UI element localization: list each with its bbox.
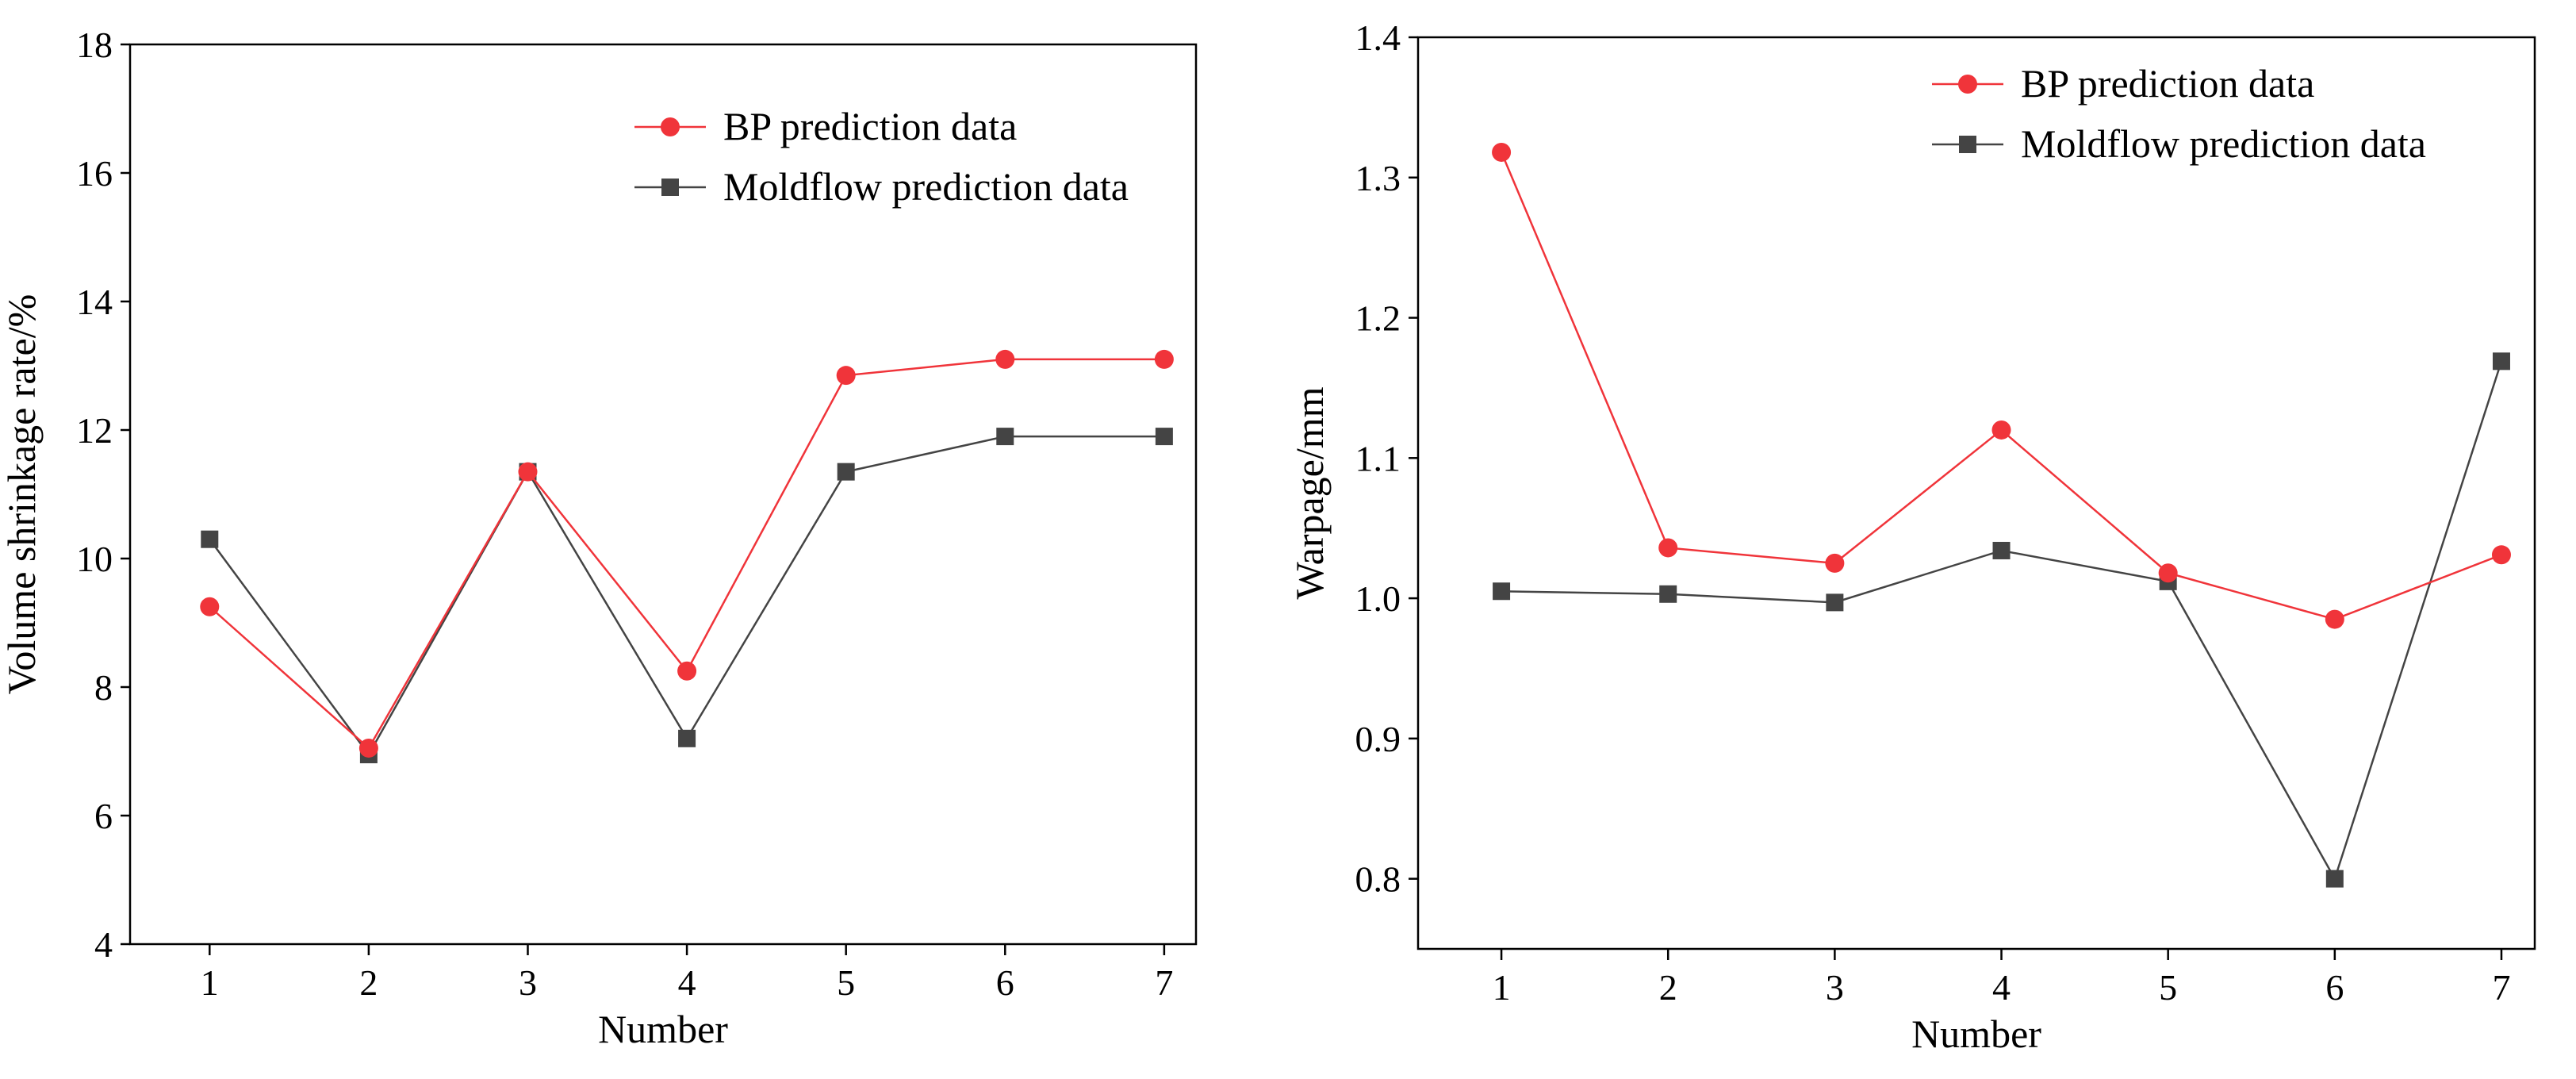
- data-point: [518, 462, 538, 482]
- data-point: [358, 738, 378, 758]
- y-tick-label: 1.3: [1355, 158, 1401, 198]
- legend-marker: [1958, 75, 1977, 94]
- data-point: [2325, 609, 2344, 629]
- y-tick-label: 1.4: [1355, 17, 1401, 58]
- plot-frame: [1416, 36, 2536, 950]
- x-tick-label: 3: [1826, 967, 1844, 1008]
- x-tick-label: 5: [837, 962, 855, 1003]
- y-tick-label: 1.2: [1355, 298, 1401, 339]
- legend-label: Moldflow prediction data: [723, 164, 1129, 209]
- data-point: [1154, 349, 1174, 369]
- y-tick-label: 0.9: [1355, 719, 1401, 759]
- data-point: [837, 463, 855, 481]
- x-tick-label: 2: [1659, 967, 1677, 1008]
- y-axis-title: Warpage/mm: [1287, 386, 1332, 599]
- legend-label: BP prediction data: [2021, 61, 2314, 106]
- series-line: [209, 358, 1164, 750]
- x-tick-label: 2: [359, 962, 378, 1003]
- data-point: [1155, 428, 1173, 446]
- series-line: [209, 435, 1164, 757]
- data-point: [1492, 142, 1512, 162]
- data-point: [2325, 870, 2344, 888]
- y-tick-label: 1.0: [1355, 578, 1401, 619]
- legend-label: BP prediction data: [723, 104, 1017, 148]
- data-point: [2158, 563, 2178, 583]
- y-tick-label: 16: [76, 153, 113, 194]
- y-tick-label: 1.1: [1355, 438, 1401, 478]
- plot-frame: [128, 43, 1198, 946]
- x-axis-title: Number: [1911, 1012, 2041, 1056]
- legend-marker: [661, 179, 679, 196]
- legend-marker: [1959, 136, 1976, 153]
- data-point: [677, 661, 697, 681]
- y-tick-label: 12: [76, 410, 113, 451]
- data-point: [995, 349, 1015, 369]
- legend-label: Moldflow prediction data: [2021, 121, 2426, 166]
- data-point: [1658, 538, 1678, 558]
- data-point: [1825, 553, 1845, 573]
- data-point: [678, 729, 696, 747]
- chart-2: 0.8 0.9 1.0 1.1 1.2 1.3 1.4 1 2 3 4 5 6 7 Number Warpag…: [1287, 17, 2536, 1056]
- y-tick-label: 10: [76, 539, 113, 579]
- y-tick-label: 14: [76, 282, 113, 322]
- data-point: [200, 597, 220, 616]
- x-tick-label: 1: [201, 962, 219, 1003]
- data-point: [836, 366, 856, 386]
- data-point: [996, 428, 1014, 446]
- data-point: [201, 530, 219, 548]
- x-tick-label: 6: [996, 962, 1014, 1003]
- y-tick-label: 18: [76, 25, 113, 65]
- legend-marker: [661, 117, 680, 136]
- y-tick-label: 6: [94, 796, 113, 836]
- data-point: [2492, 352, 2510, 371]
- data-point: [2491, 545, 2511, 565]
- data-point: [1659, 585, 1677, 603]
- data-point: [1826, 593, 1844, 612]
- y-axis-title: Volume shrinkage rate/%: [0, 294, 44, 695]
- x-tick-label: 4: [678, 962, 696, 1003]
- x-tick-label: 4: [1992, 967, 2011, 1008]
- data-point: [1991, 420, 2011, 440]
- x-tick-label: 7: [1155, 962, 1173, 1003]
- x-tick-label: 3: [519, 962, 537, 1003]
- x-axis-title: Number: [598, 1007, 728, 1051]
- x-tick-label: 1: [1493, 967, 1511, 1008]
- x-tick-label: 5: [2159, 967, 2177, 1008]
- y-tick-label: 8: [94, 667, 113, 708]
- data-point: [1493, 582, 1511, 601]
- x-tick-label: 7: [2492, 967, 2510, 1008]
- data-point: [1992, 541, 2011, 559]
- y-tick-label: 0.8: [1355, 859, 1401, 900]
- x-tick-label: 6: [2325, 967, 2344, 1008]
- y-tick-label: 4: [94, 924, 113, 965]
